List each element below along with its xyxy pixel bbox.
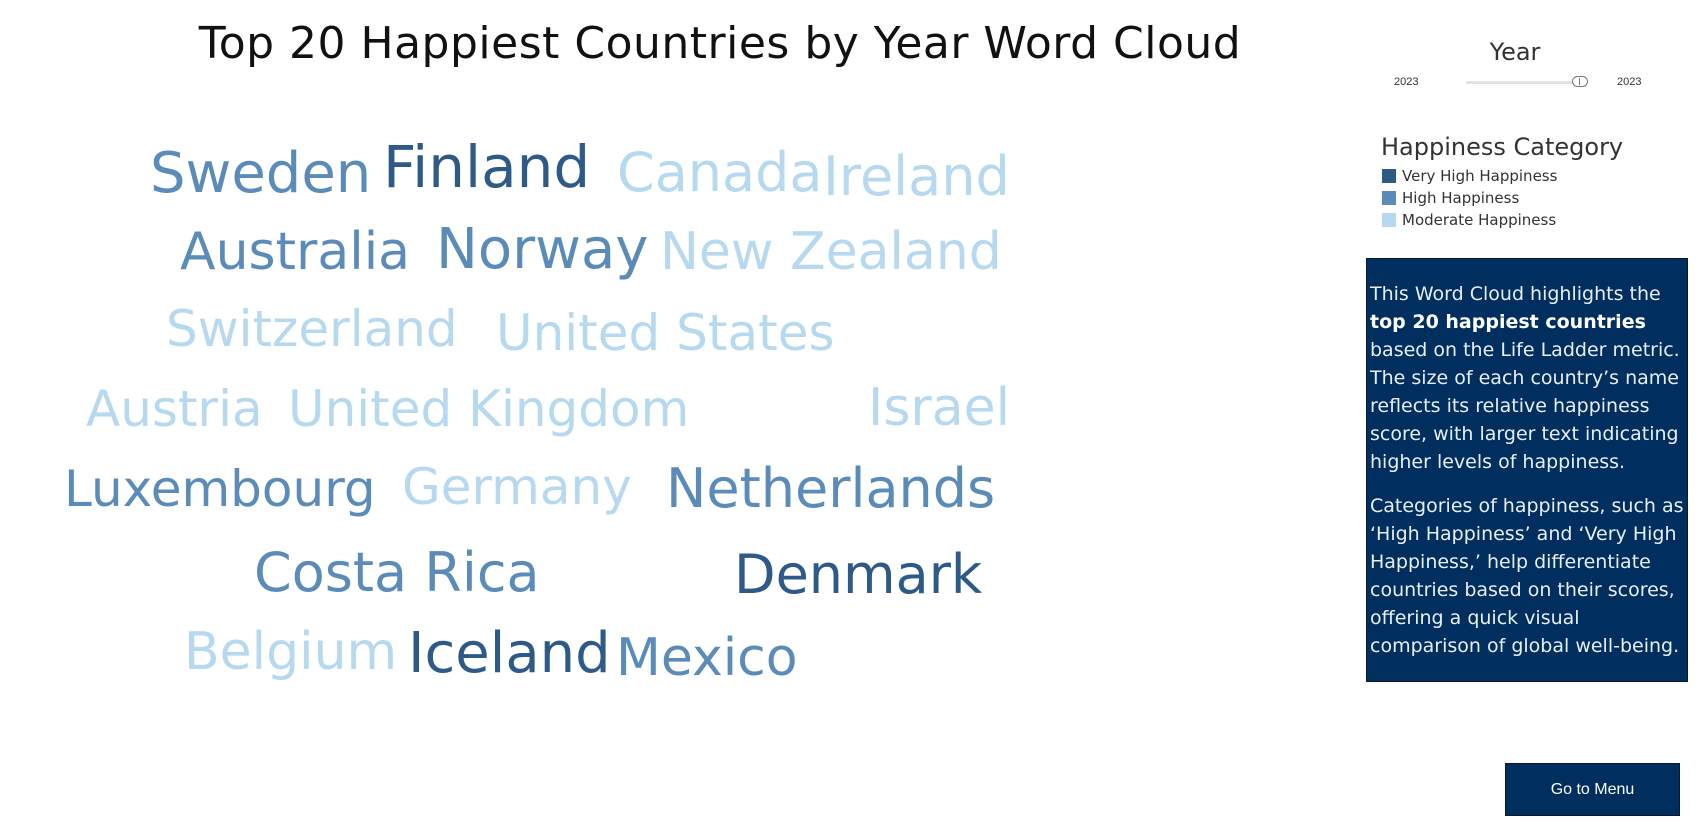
legend-swatch-very-high — [1382, 169, 1396, 183]
year-slider-track[interactable] — [1466, 81, 1582, 84]
legend-swatch-high — [1382, 191, 1396, 205]
word-denmark[interactable]: Denmark — [734, 543, 983, 606]
word-netherlands[interactable]: Netherlands — [666, 457, 996, 520]
legend-swatch-moderate — [1382, 213, 1396, 227]
happiness-legend: Happiness Category Very High Happiness H… — [1376, 133, 1676, 231]
word-sweden[interactable]: Sweden — [150, 141, 372, 206]
year-slider-min-label: 2023 — [1394, 76, 1419, 88]
year-filter-title: Year — [1489, 38, 1541, 66]
info-paragraph-1: This Word Cloud highlights the top 20 ha… — [1370, 280, 1684, 476]
legend-label: Moderate Happiness — [1402, 211, 1557, 229]
word-germany[interactable]: Germany — [402, 458, 632, 516]
word-new-zealand[interactable]: New Zealand — [660, 222, 1002, 282]
legend-item-very-high[interactable]: Very High Happiness — [1382, 165, 1676, 187]
word-iceland[interactable]: Iceland — [408, 621, 611, 686]
year-slider-max-label: 2023 — [1617, 76, 1642, 88]
word-switzerland[interactable]: Switzerland — [166, 300, 458, 358]
word-belgium[interactable]: Belgium — [184, 622, 398, 682]
word-israel[interactable]: Israel — [868, 378, 1011, 438]
word-norway[interactable]: Norway — [436, 217, 649, 282]
word-ireland[interactable]: Ireland — [823, 145, 1010, 208]
word-finland[interactable]: Finland — [383, 133, 591, 201]
legend-item-moderate[interactable]: Moderate Happiness — [1382, 209, 1676, 231]
info-panel: This Word Cloud highlights the top 20 ha… — [1366, 258, 1688, 682]
word-australia[interactable]: Australia — [180, 222, 411, 282]
year-slider: 2023 2023 — [1380, 72, 1650, 92]
word-united-states[interactable]: United States — [496, 304, 835, 362]
word-cloud: Sweden Finland Canada Ireland Australia … — [64, 133, 1011, 688]
word-austria[interactable]: Austria — [86, 380, 263, 438]
legend-label: High Happiness — [1402, 189, 1520, 207]
legend-label: Very High Happiness — [1402, 167, 1558, 185]
legend-title: Happiness Category — [1381, 133, 1624, 161]
legend-item-high[interactable]: High Happiness — [1382, 187, 1676, 209]
word-mexico[interactable]: Mexico — [616, 628, 798, 688]
year-slider-handle[interactable] — [1572, 76, 1588, 87]
info-paragraph-2: Categories of happiness, such as ‘High H… — [1370, 495, 1684, 657]
go-to-menu-button[interactable]: Go to Menu — [1505, 763, 1680, 816]
info-bold-text: top 20 happiest countries — [1370, 311, 1646, 333]
word-costa-rica[interactable]: Costa Rica — [254, 541, 540, 604]
word-canada[interactable]: Canada — [617, 141, 823, 204]
word-united-kingdom[interactable]: United Kingdom — [288, 380, 690, 438]
year-filter: Year 2023 2023 — [1380, 38, 1650, 92]
word-luxembourg[interactable]: Luxembourg — [64, 460, 376, 518]
page-title: Top 20 Happiest Countries by Year Word C… — [198, 18, 1242, 69]
info-text: based on the Life Ladder metric. The siz… — [1370, 339, 1680, 473]
info-text: This Word Cloud highlights the — [1370, 283, 1661, 305]
